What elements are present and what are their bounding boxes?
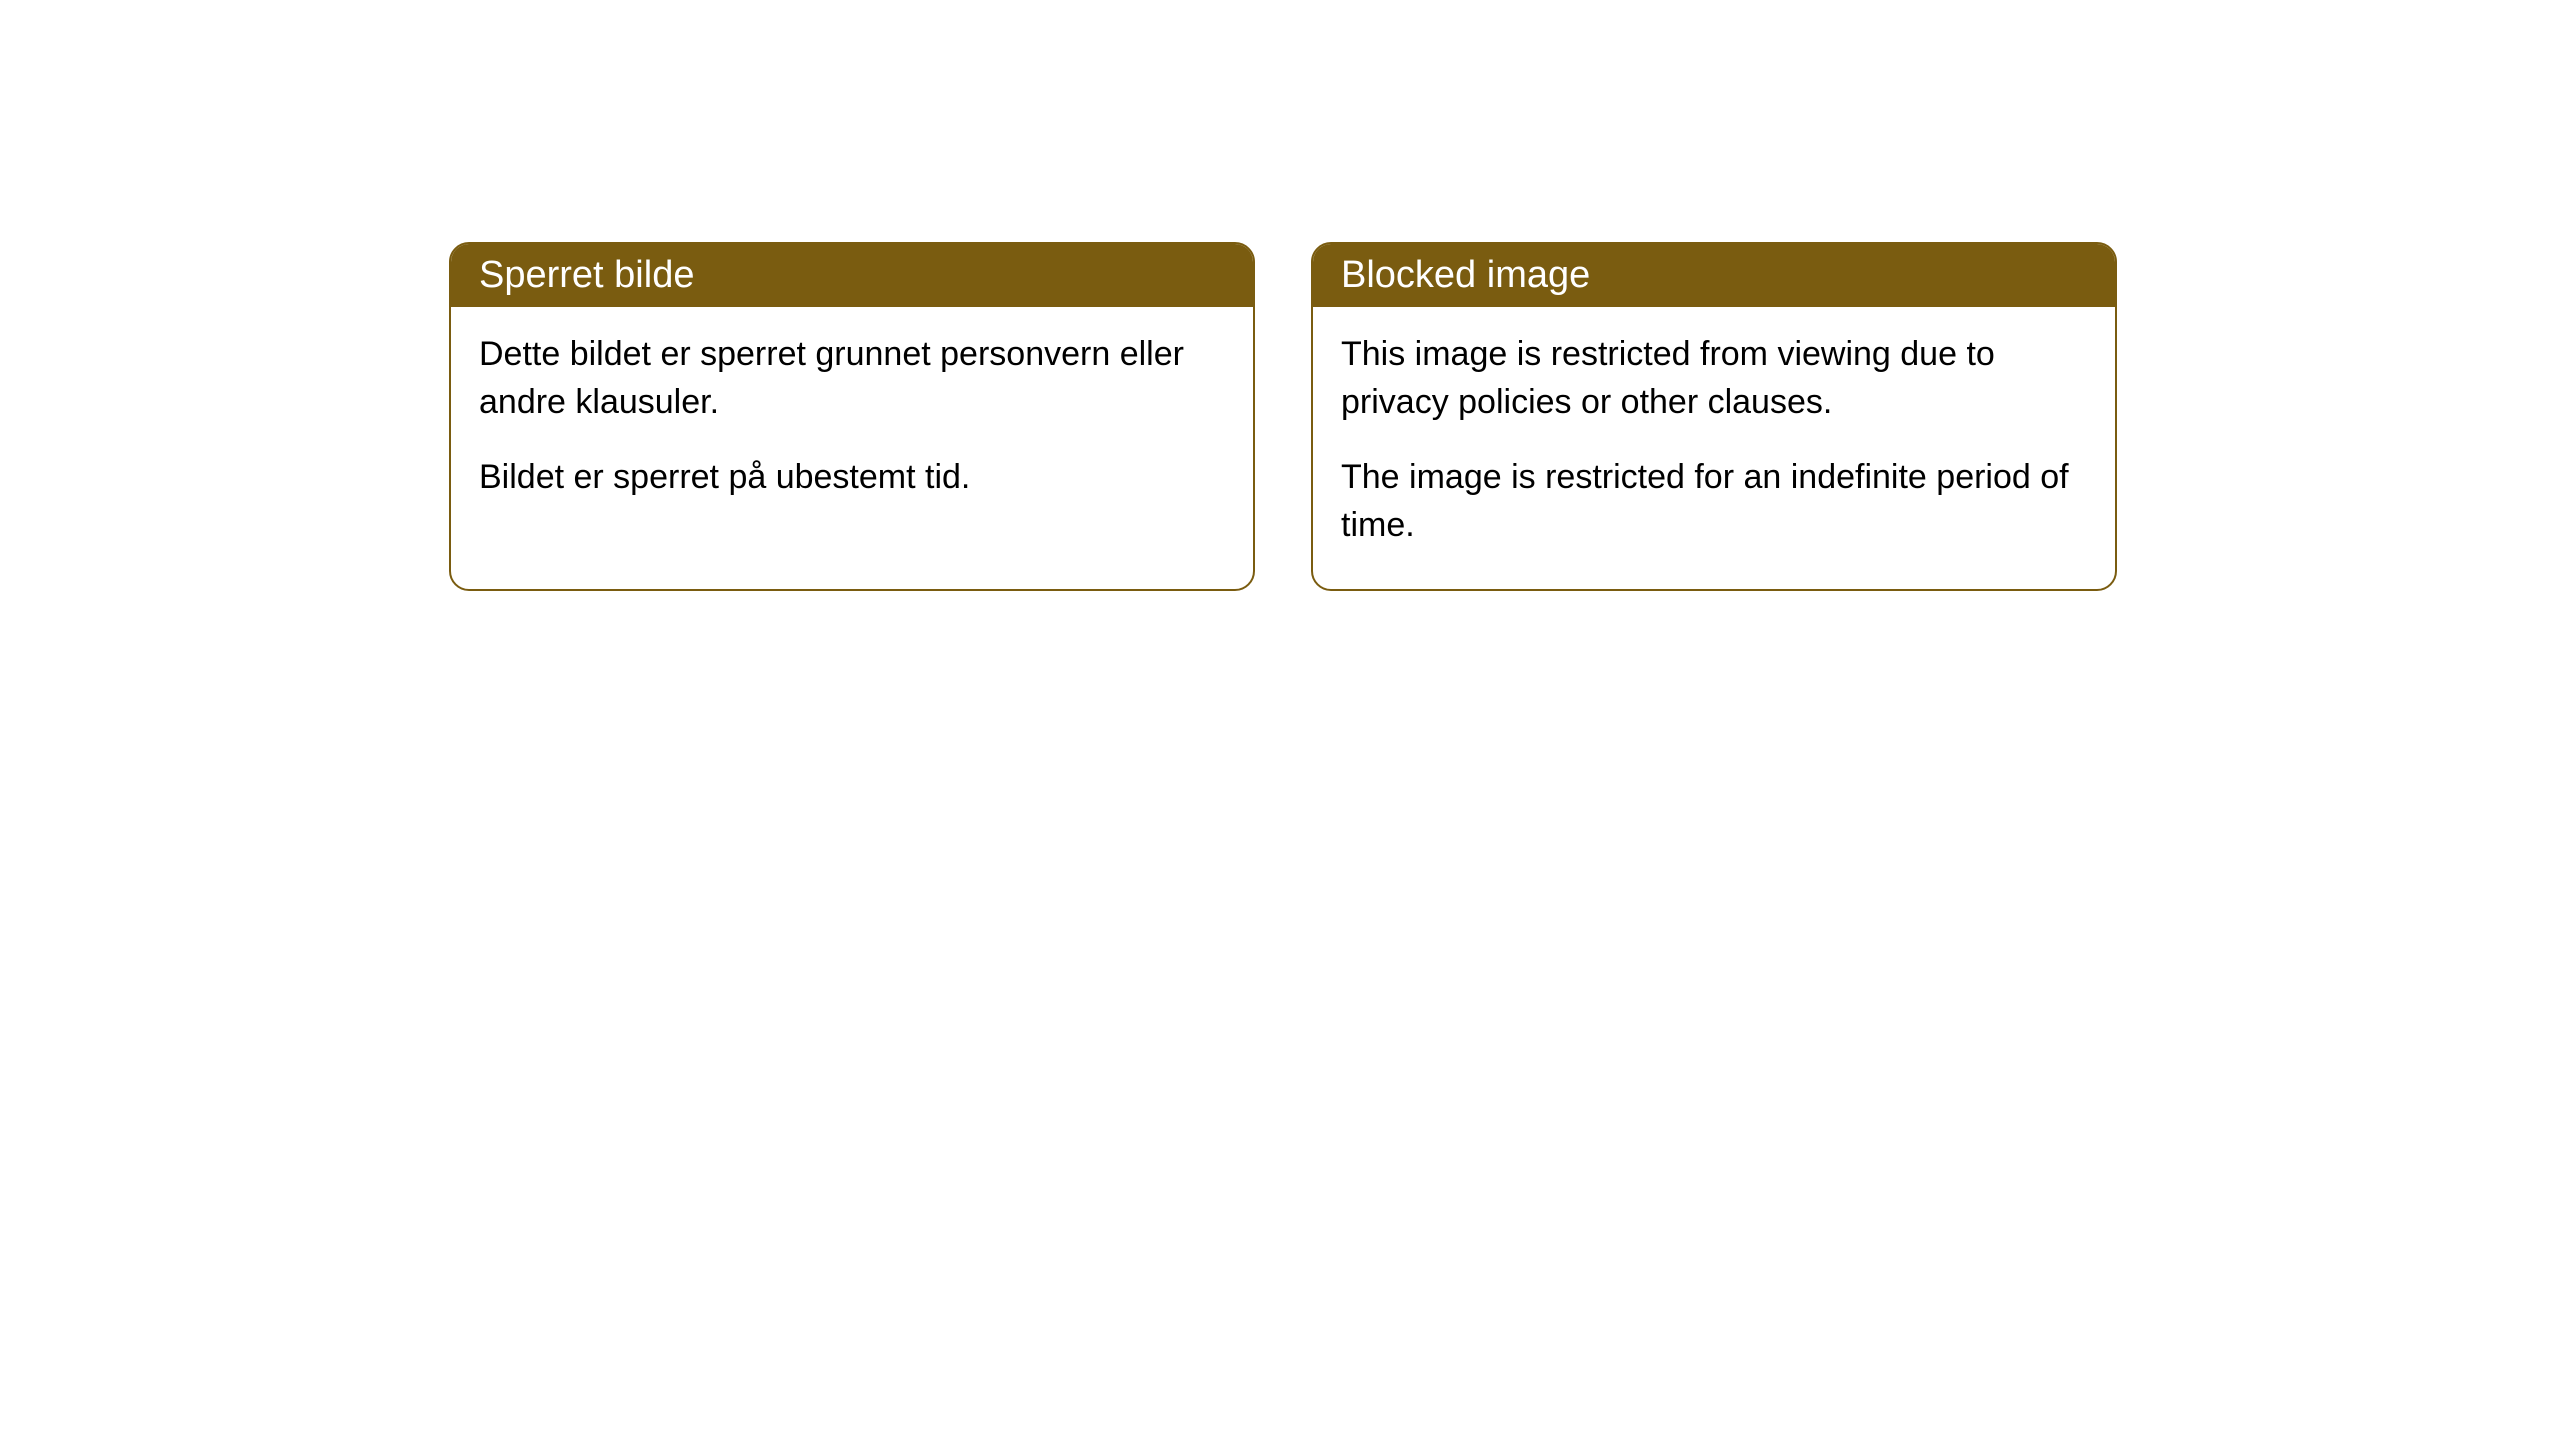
- card-paragraph2-english: The image is restricted for an indefinit…: [1341, 454, 2087, 549]
- card-english: Blocked image This image is restricted f…: [1311, 242, 2117, 591]
- card-header-norwegian: Sperret bilde: [451, 244, 1253, 307]
- card-title-english: Blocked image: [1341, 254, 1590, 296]
- card-paragraph1-norwegian: Dette bildet er sperret grunnet personve…: [479, 331, 1225, 426]
- cards-container: Sperret bilde Dette bildet er sperret gr…: [449, 242, 2117, 591]
- card-body-norwegian: Dette bildet er sperret grunnet personve…: [451, 307, 1253, 542]
- card-norwegian: Sperret bilde Dette bildet er sperret gr…: [449, 242, 1255, 591]
- card-paragraph2-norwegian: Bildet er sperret på ubestemt tid.: [479, 454, 1225, 502]
- card-header-english: Blocked image: [1313, 244, 2115, 307]
- card-body-english: This image is restricted from viewing du…: [1313, 307, 2115, 589]
- card-title-norwegian: Sperret bilde: [479, 254, 694, 296]
- card-paragraph1-english: This image is restricted from viewing du…: [1341, 331, 2087, 426]
